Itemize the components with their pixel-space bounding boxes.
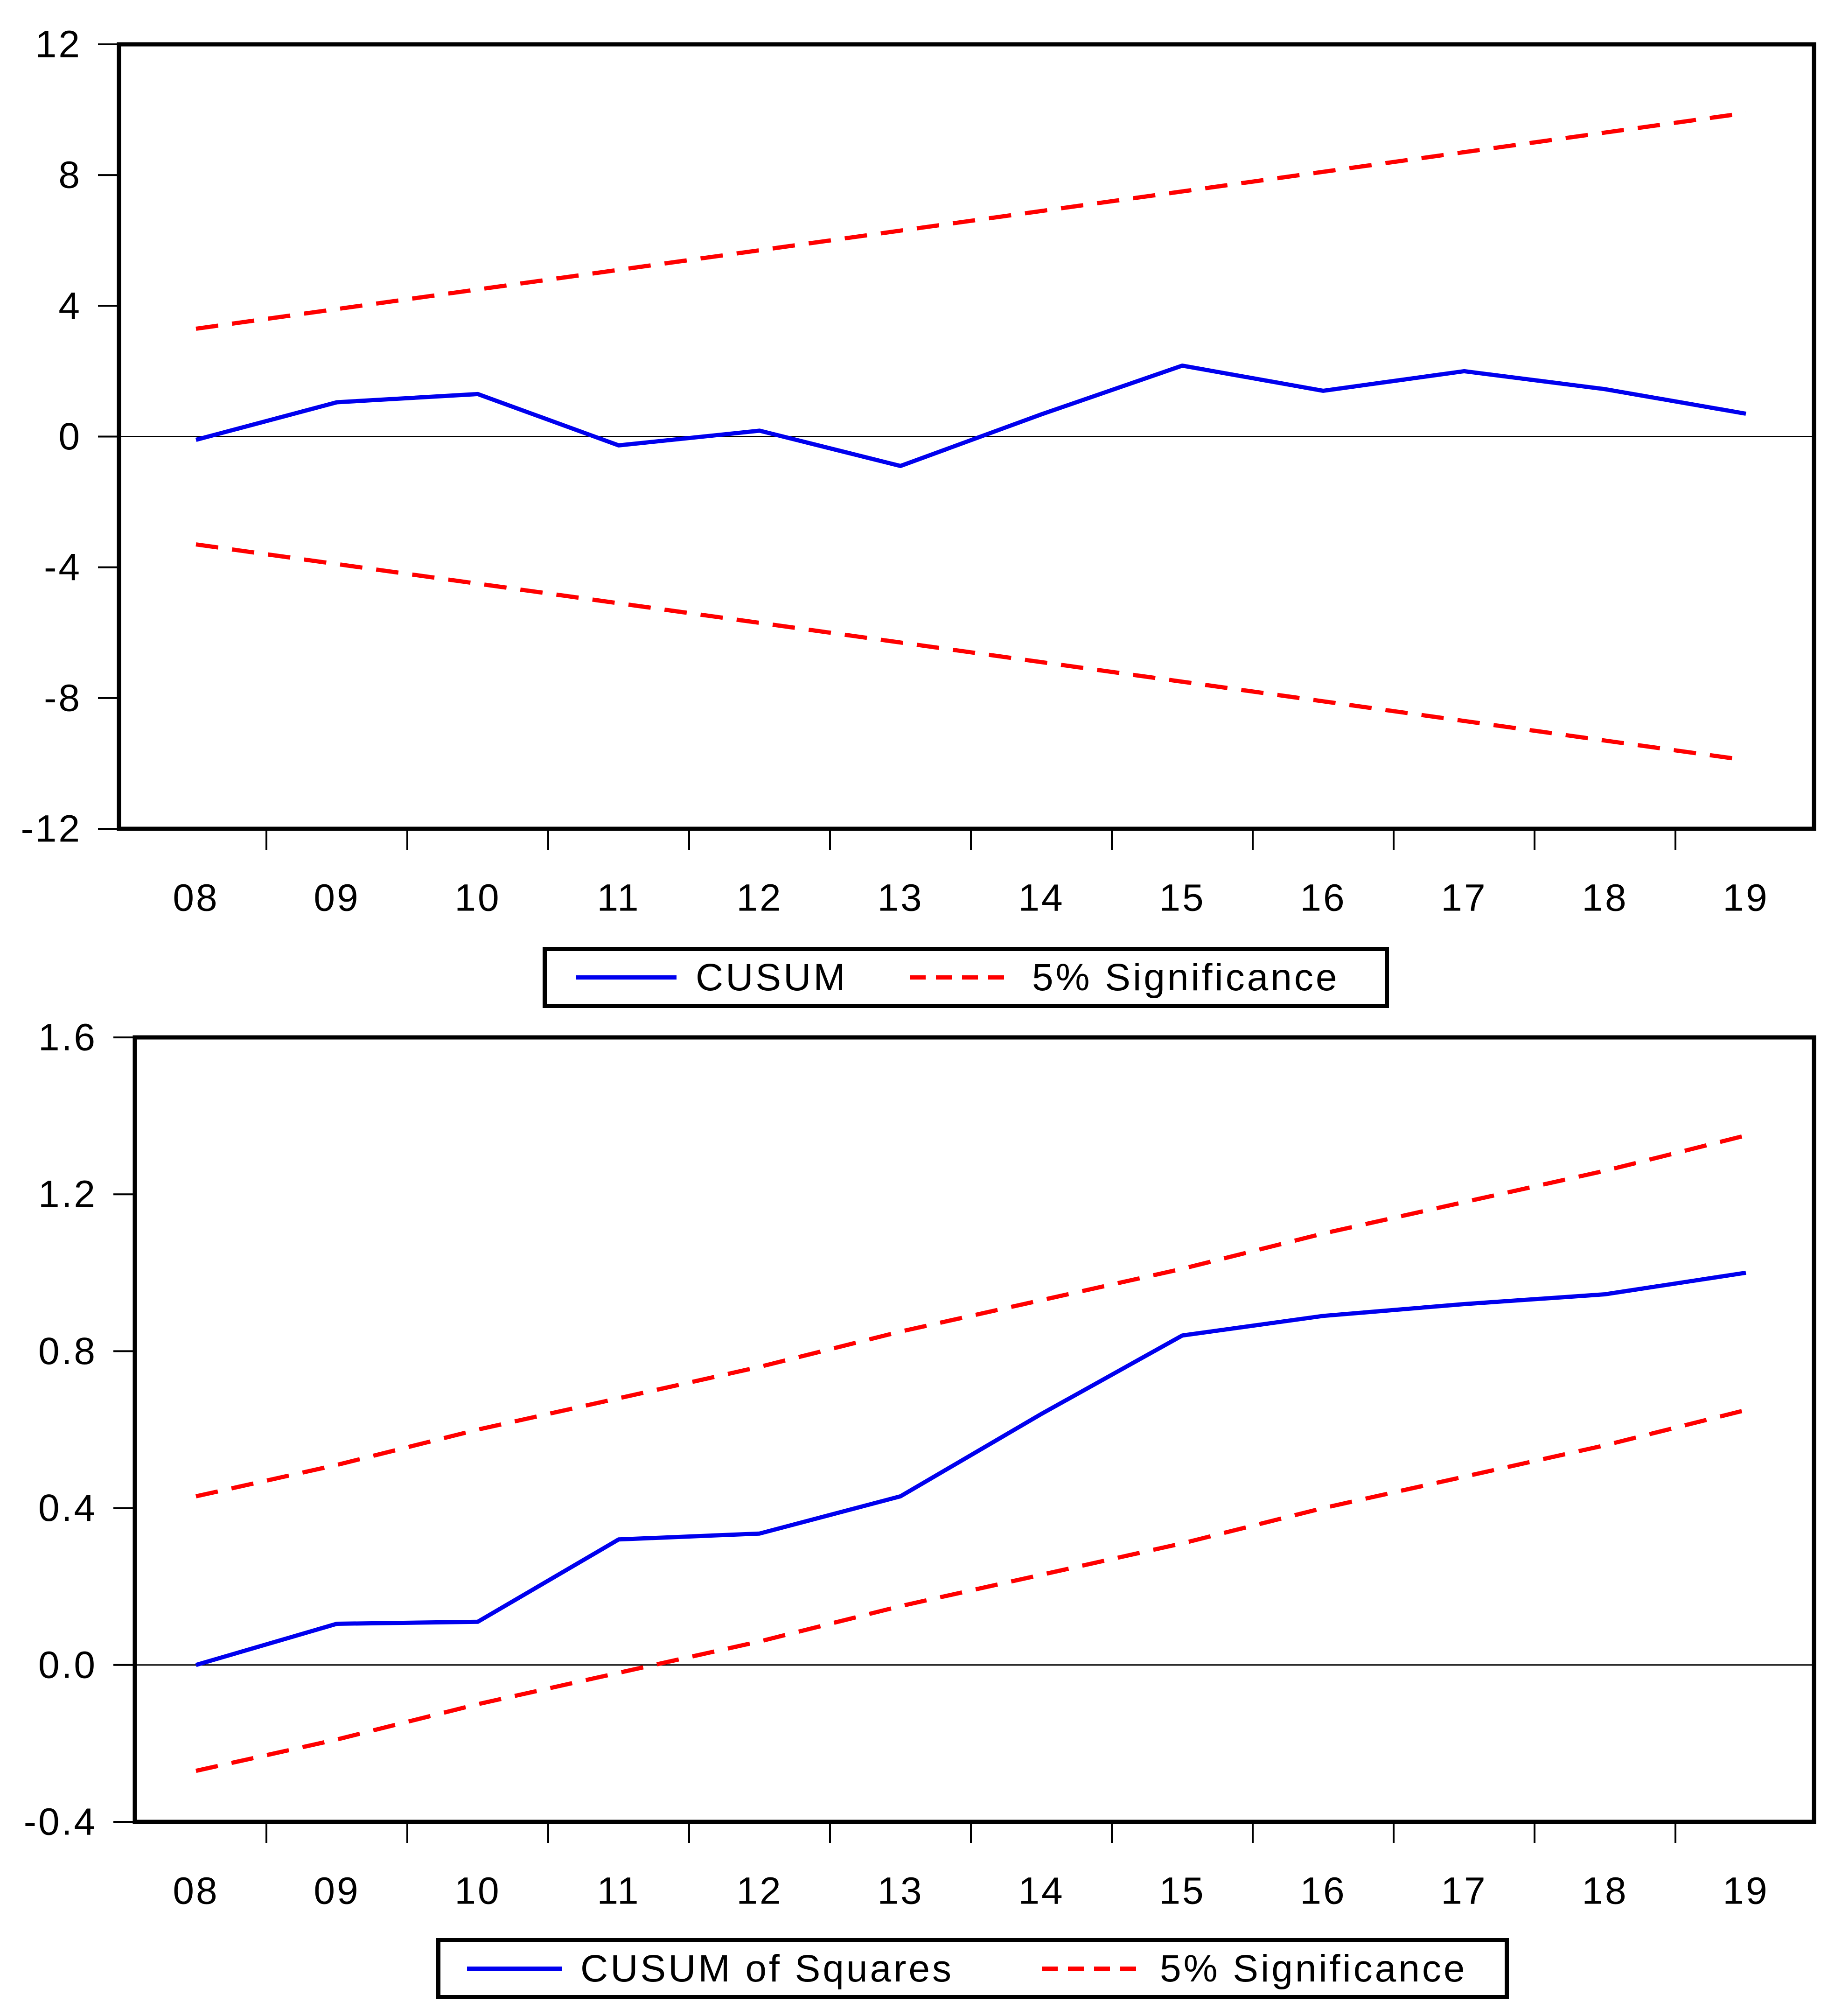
x-tick-label: 08 xyxy=(173,876,219,919)
plot-border xyxy=(133,1035,1816,1824)
y-tick-label: 12 xyxy=(35,23,82,66)
x-tick-label: 11 xyxy=(597,1869,640,1912)
legend-text: CUSUM of Squares xyxy=(580,1947,954,1990)
y-tick-label: -4 xyxy=(44,546,82,588)
significance-line-swatch xyxy=(910,951,1009,1004)
x-tick-label: 10 xyxy=(454,876,501,919)
cusum-of-squares-series-upper-bound xyxy=(195,1133,1747,1498)
cusum-series-upper-bound xyxy=(195,111,1746,331)
cusum-squares-line-swatch xyxy=(467,1942,562,1995)
y-tick-label: 0.4 xyxy=(38,1487,97,1529)
cusum-of-squares-chart: 1.6 1.2 0.8 0.4 0.0 -0.4 08 09 10 11 12 13 14 15 16 17 1… xyxy=(24,1016,1816,1912)
y-tick-label: 4 xyxy=(58,285,82,327)
significance-line-swatch xyxy=(1042,1942,1139,1995)
cusum-legend-label: CUSUM xyxy=(696,951,848,1004)
significance-legend-label: 5% Significance xyxy=(1032,951,1339,1004)
cusum-legend: CUSUM 5% Significance xyxy=(543,947,1389,1008)
cusum-series-lower-bound xyxy=(195,542,1746,763)
legend-text: CUSUM xyxy=(696,956,848,999)
cusum-of-squares-series-lower-bound xyxy=(195,1408,1747,1773)
x-tick-label: 09 xyxy=(314,1869,360,1912)
x-tick-label: 14 xyxy=(1018,876,1064,919)
y-tick-label: 0.8 xyxy=(38,1330,97,1372)
x-tick-label: 16 xyxy=(1300,1869,1346,1912)
cusum-of-squares-legend: CUSUM of Squares 5% Significance xyxy=(436,1938,1509,1999)
cusum-chart: 12 8 4 0 -4 -8 -12 08 09 10 11 12 13 14 15 16 17 18 19 xyxy=(21,23,1816,919)
x-tick-label: 17 xyxy=(1441,876,1487,919)
x-tick-label: 13 xyxy=(877,876,923,919)
x-tick-label: 19 xyxy=(1723,1869,1769,1912)
cusum-line-swatch xyxy=(576,951,677,1004)
x-tick-label: 13 xyxy=(877,1869,923,1912)
y-tick-label: -8 xyxy=(44,677,82,719)
x-tick-label: 11 xyxy=(597,876,640,919)
y-tick-label: 1.6 xyxy=(38,1016,97,1059)
x-tick-label: 19 xyxy=(1723,876,1769,919)
x-tick-label: 14 xyxy=(1018,1869,1064,1912)
x-tick-label: 18 xyxy=(1582,1869,1628,1912)
x-tick-label: 10 xyxy=(454,1869,501,1912)
x-tick-label: 08 xyxy=(173,1869,219,1912)
x-tick-label: 15 xyxy=(1159,876,1205,919)
y-tick-label: 0.0 xyxy=(38,1644,97,1686)
x-tick-label: 15 xyxy=(1159,1869,1205,1912)
x-tick-label: 18 xyxy=(1582,876,1628,919)
y-tick-label: 8 xyxy=(58,154,82,196)
y-tick-label: -12 xyxy=(21,808,82,850)
legend-text: 5% Significance xyxy=(1032,956,1340,999)
y-tick-label: 0 xyxy=(58,415,82,458)
cusum-of-squares-series-main xyxy=(195,1270,1746,1667)
x-tick-label: 12 xyxy=(736,876,782,919)
y-tick-label: -0.4 xyxy=(24,1801,97,1843)
cusum-series-main xyxy=(195,364,1746,468)
x-tick-label: 17 xyxy=(1441,1869,1487,1912)
x-tick-label: 16 xyxy=(1300,876,1346,919)
x-tick-label: 12 xyxy=(736,1869,782,1912)
x-tick-label: 09 xyxy=(314,876,360,919)
significance-legend-label: 5% Significance xyxy=(1160,1942,1467,1995)
cusum-squares-legend-label: CUSUM of Squares xyxy=(580,1942,954,1995)
y-tick-label: 1.2 xyxy=(38,1173,97,1216)
legend-text: 5% Significance xyxy=(1160,1947,1467,1990)
